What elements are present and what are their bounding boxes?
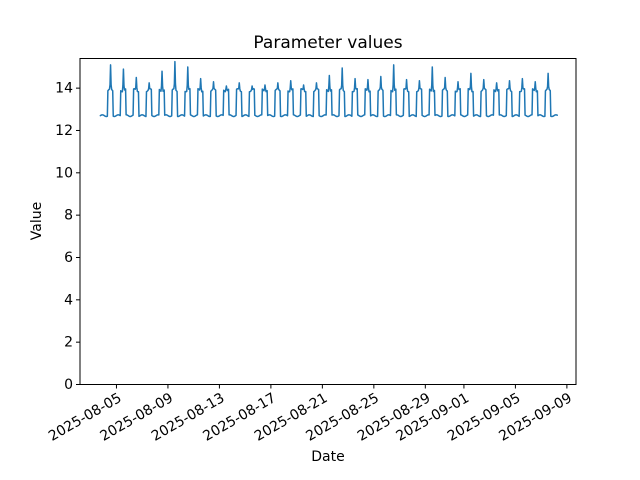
y-tick-label: 4 [64, 292, 73, 308]
y-tick-label: 10 [55, 165, 73, 181]
chart-title: Parameter values [253, 33, 403, 53]
series-line [99, 60, 558, 118]
y-tick-label: 14 [55, 81, 73, 97]
y-tick-label: 0 [64, 377, 73, 393]
x-axis-label: Date [311, 449, 345, 465]
y-tick-label: 6 [64, 250, 73, 266]
plot-border [79, 58, 577, 385]
y-tick-label: 2 [64, 335, 73, 351]
y-tick-label: 12 [55, 123, 73, 139]
y-tick-label: 8 [64, 208, 73, 224]
